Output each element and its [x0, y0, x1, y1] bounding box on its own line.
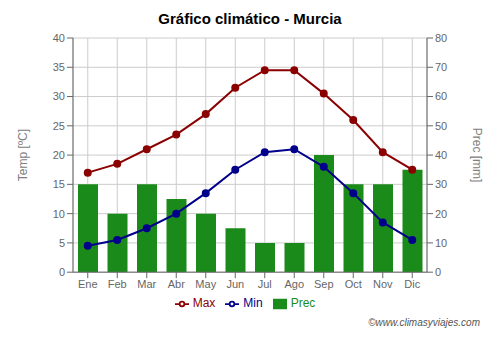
- svg-text:70: 70: [435, 61, 447, 73]
- svg-text:25: 25: [53, 120, 65, 132]
- svg-text:May: May: [195, 278, 216, 290]
- html-text:Min: Min: [243, 296, 263, 311]
- svg-text:Mar: Mar: [137, 278, 156, 290]
- svg-text:Nov: Nov: [373, 278, 393, 290]
- svg-text:Jun: Jun: [226, 278, 244, 290]
- svg-text:10: 10: [53, 208, 65, 220]
- svg-text:40: 40: [53, 32, 65, 44]
- svg-text:20: 20: [435, 208, 447, 220]
- html-text:Prec: Prec: [290, 296, 316, 311]
- svg-text:Ago: Ago: [284, 278, 304, 290]
- html-text:Gráfico climático - Murcia: Gráfico climático - Murcia: [158, 10, 342, 27]
- svg-text:40: 40: [435, 149, 447, 161]
- svg-text:80: 80: [435, 32, 447, 44]
- svg-text:30: 30: [53, 90, 65, 102]
- svg-text:50: 50: [435, 120, 447, 132]
- svg-text:Prec [mm]: Prec [mm]: [470, 128, 484, 183]
- svg-text:Oct: Oct: [345, 278, 362, 290]
- svg-text:35: 35: [53, 61, 65, 73]
- svg-text:Dic: Dic: [404, 278, 420, 290]
- svg-text:Temp [ºC]: Temp [ºC]: [16, 129, 30, 181]
- svg-text:10: 10: [435, 237, 447, 249]
- svg-text:Abr: Abr: [168, 278, 185, 290]
- html-text:©www.climasyviajes.com: ©www.climasyviajes.com: [368, 317, 480, 328]
- svg-text:Jul: Jul: [258, 278, 272, 290]
- svg-text:60: 60: [435, 90, 447, 102]
- html-text:Max: Max: [192, 296, 216, 311]
- svg-text:Sep: Sep: [314, 278, 334, 290]
- svg-text:30: 30: [435, 178, 447, 190]
- svg-text:5: 5: [59, 237, 65, 249]
- svg-text:0: 0: [435, 266, 441, 278]
- svg-text:20: 20: [53, 149, 65, 161]
- svg-text:Feb: Feb: [108, 278, 127, 290]
- svg-text:15: 15: [53, 178, 65, 190]
- svg-text:Ene: Ene: [78, 278, 98, 290]
- svg-text:0: 0: [59, 266, 65, 278]
